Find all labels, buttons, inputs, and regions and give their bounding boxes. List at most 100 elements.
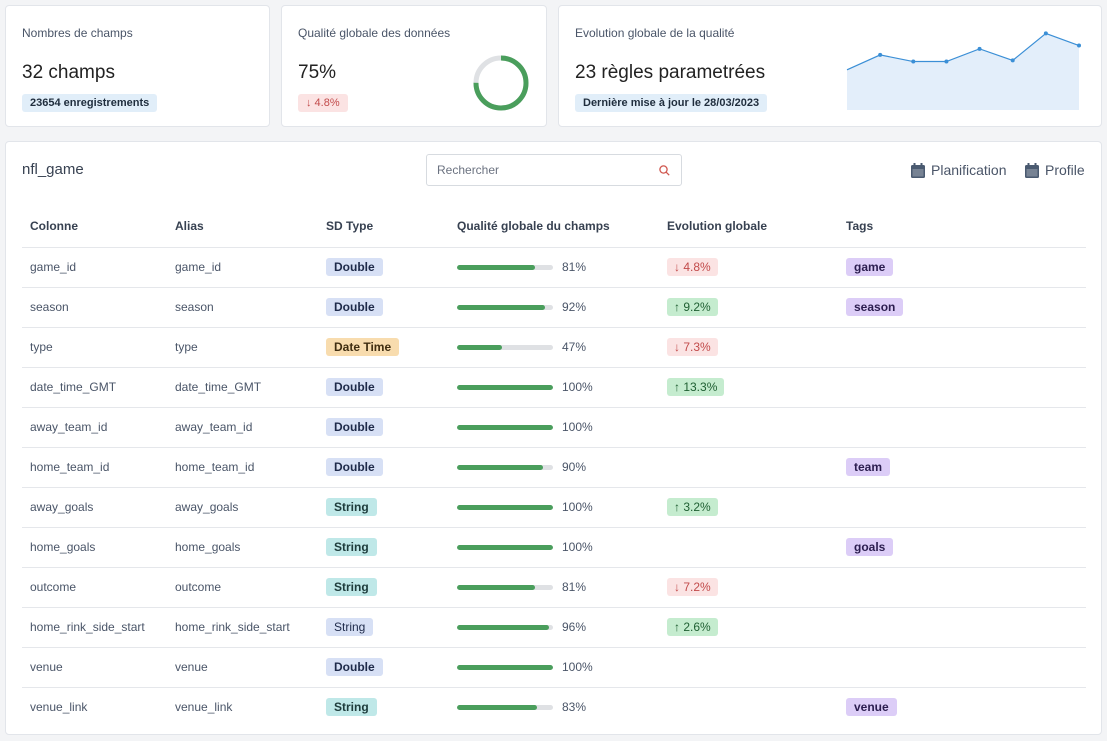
planification-label: Planification [931,162,1007,178]
quality-donut-chart [473,55,529,111]
quality-value: 81% [562,260,587,274]
quality-evolution-sparkline [846,31,1081,110]
cell-alias: away_team_id [167,407,318,448]
evolution-badge: ↑ 2.6% [667,618,718,636]
tag-badge[interactable]: team [846,458,891,476]
column-name: home_team_id [30,460,110,474]
header-evolution[interactable]: Evolution globale [659,206,838,248]
search-icon[interactable] [659,165,670,176]
quality-value: 100% [562,500,593,514]
type-badge: Double [326,378,383,396]
table-row[interactable]: home_goals home_goals String 100% goals [22,527,1086,568]
tag-badge[interactable]: venue [846,698,897,717]
cell-alias: away_goals [167,487,318,528]
header-qualite[interactable]: Qualité globale du champs [449,206,659,248]
profile-button[interactable]: Profile [1025,162,1085,178]
column-name: away_goals [30,500,94,514]
cell-type: Double [318,647,449,688]
cell-evolution [659,527,838,568]
header-colonne[interactable]: Colonne [22,206,167,248]
quality-bar-fill [457,544,553,550]
cell-colonne: home_team_id [22,447,167,488]
cell-alias: date_time_GMT [167,367,318,408]
table-row[interactable]: venue_link venue_link String 83% venue [22,687,1086,727]
table-row[interactable]: home_team_id home_team_id Double 90% team [22,447,1086,488]
cell-qualite: 81% [449,247,659,288]
type-badge: String [326,498,377,516]
sparkline-point [911,59,916,64]
table-row[interactable]: home_rink_side_start home_rink_side_start… [22,607,1086,648]
tag-badge[interactable]: season [846,298,904,316]
table-row[interactable]: venue venue Double 100% [22,647,1086,688]
cell-evolution [659,447,838,488]
cell-evolution: ↓ 7.3% [659,327,838,368]
column-name: home_rink_side_start [30,620,145,634]
quality-bar [457,704,553,710]
cell-evolution: ↓ 7.2% [659,567,838,608]
quality-bar [457,384,553,390]
table-row[interactable]: date_time_GMT date_time_GMT Double 100% ↑ 13… [22,367,1086,408]
header-alias[interactable]: Alias [167,206,318,248]
type-badge: Double [326,458,383,476]
cell-evolution: ↑ 3.2% [659,487,838,528]
quality-bar-fill [457,624,550,630]
last-update-badge: Dernière mise à jour le 28/03/2023 [575,94,768,112]
type-badge: Double [326,418,383,436]
cell-alias: home_team_id [167,447,318,488]
table-row[interactable]: season season Double 92% ↑ 9.2% season [22,287,1086,328]
cell-qualite: 100% [449,527,659,568]
column-name: outcome [30,580,77,594]
planification-button[interactable]: Planification [911,162,1007,178]
cell-alias: season [167,287,318,328]
alias-name: game_id [175,260,222,274]
tag-badge[interactable]: goals [846,538,894,556]
quality-card: Qualité globale des données 75% ↓ 4.8% [281,5,547,127]
cell-colonne: venue_link [22,687,167,727]
quality-bar [457,544,553,550]
column-name: game_id [30,260,77,274]
table-row[interactable]: away_team_id away_team_id Double 100% [22,407,1086,448]
cell-alias: outcome [167,567,318,608]
alias-name: outcome [175,580,222,594]
table-row[interactable]: type type Date Time 47% ↓ 7.3% [22,327,1086,368]
records-badge: 23654 enregistrements [22,94,158,112]
cell-tags [838,607,1086,648]
quality-bar [457,464,553,470]
header-type[interactable]: SD Type [318,206,449,248]
cell-type: String [318,607,449,648]
search-input[interactable] [427,155,647,185]
type-badge: String [326,578,377,596]
calendar-icon [1025,162,1039,178]
quality-bar [457,304,553,310]
table-row[interactable]: away_goals away_goals String 100% ↑ 3.2% [22,487,1086,528]
cell-colonne: season [22,287,167,328]
tag-badge[interactable]: game [846,258,894,276]
table-row[interactable]: outcome outcome String 81% ↓ 7.2% [22,567,1086,608]
table-header-row: Colonne Alias SD Type Qualité globale du… [22,206,1086,248]
summary-cards: Nombres de champs 32 champs 23654 enregi… [5,5,1102,127]
column-name: home_goals [30,540,96,554]
quality-value: 100% [562,660,593,674]
header-tags[interactable]: Tags [838,206,1086,248]
cell-tags: venue [838,687,1086,727]
alias-name: away_goals [175,500,239,514]
quality-value: 92% [562,300,587,314]
cell-evolution: ↑ 2.6% [659,607,838,648]
sparkline-line [846,32,1080,71]
table-row[interactable]: game_id game_id Double 81% ↓ 4.8% game [22,247,1086,288]
cell-type: Double [318,447,449,488]
cell-tags [838,367,1086,408]
cell-qualite: 96% [449,607,659,648]
quality-bar [457,344,553,350]
cell-colonne: outcome [22,567,167,608]
quality-bar-fill [457,424,553,430]
alias-name: home_team_id [175,460,255,474]
quality-bar-fill [457,384,553,390]
quality-value: 83% [562,700,587,715]
fields-count-card: Nombres de champs 32 champs 23654 enregi… [5,5,270,127]
cell-qualite: 47% [449,327,659,368]
cell-tags: team [838,447,1086,488]
cell-evolution: ↑ 9.2% [659,287,838,328]
evolution-badge: ↓ 7.3% [667,338,718,356]
cell-evolution [659,407,838,448]
